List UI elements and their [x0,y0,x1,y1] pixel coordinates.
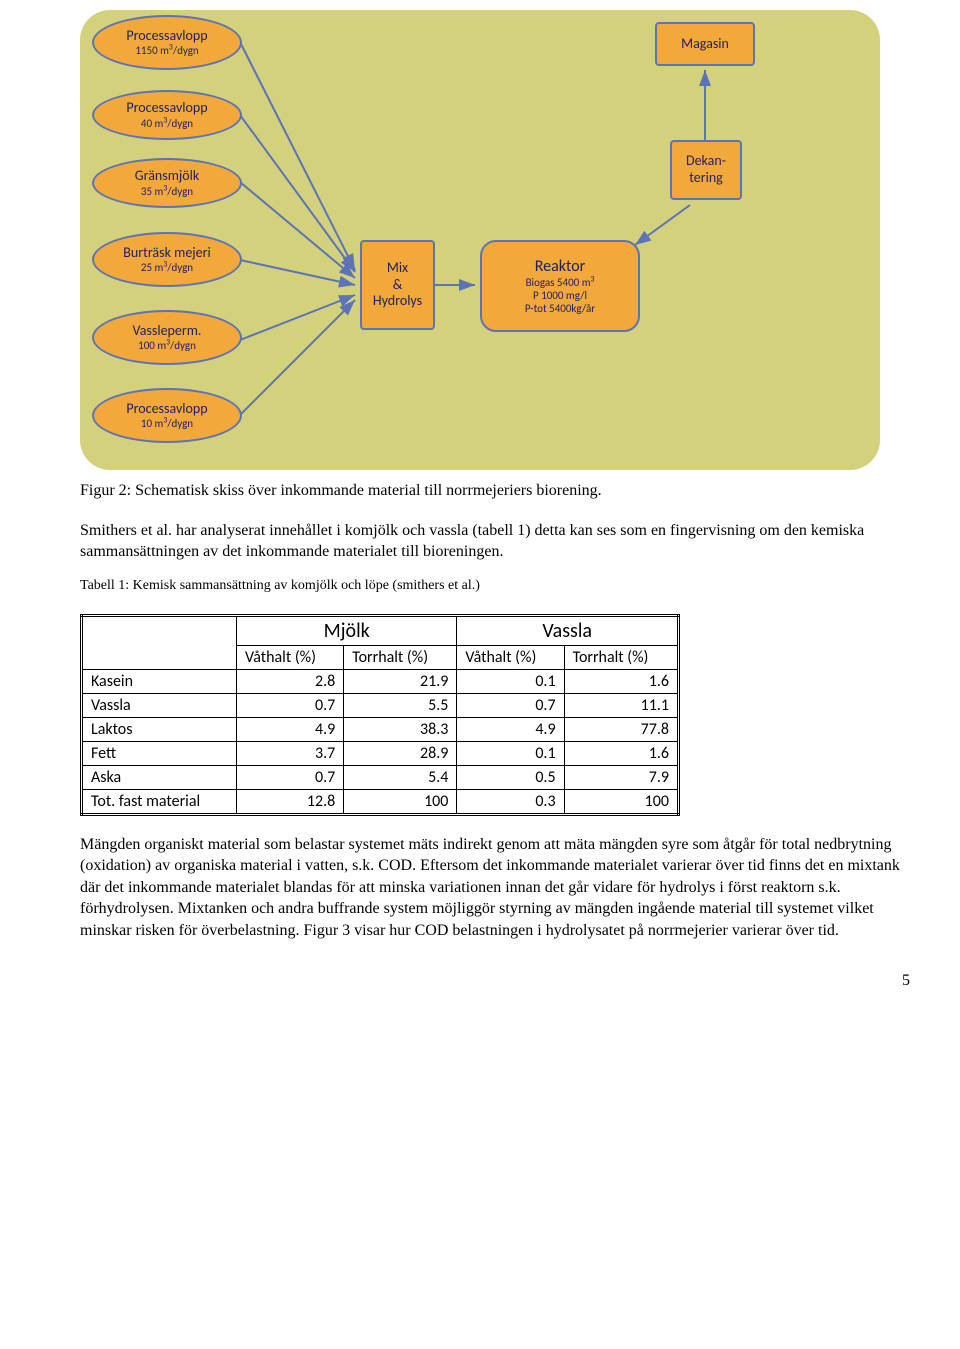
cell-value: 100 [564,789,678,814]
cell-value: 4.9 [237,717,344,741]
node-label: Processavlopp [126,100,207,117]
row-name: Aska [82,765,237,789]
reaktor-title: Reaktor [535,257,585,276]
mix-l3: Hydrolys [373,293,422,310]
mix-l1: Mix [387,260,408,277]
node-label: Processavlopp [126,401,207,418]
input-node-processavlopp-1: Processavlopp 1150 m3/dygn [92,15,242,70]
dek-l1: Dekan- [686,153,726,170]
mix-hydrolys-node: Mix & Hydrolys [360,240,435,330]
cell-value: 12.8 [237,789,344,814]
input-node-vassleperm: Vassleperm. 100 m3/dygn [92,310,242,365]
table-group-mjolk: Mjölk [237,615,457,645]
node-label: Vassleperm. [133,323,202,340]
row-name: Fett [82,741,237,765]
cell-value: 3.7 [237,741,344,765]
node-sub: 25 m3/dygn [141,261,193,274]
figure-caption: Figur 2: Schematisk skiss över inkommand… [80,480,910,502]
cell-value: 1.6 [564,741,678,765]
cell-value: 100 [344,789,457,814]
table-row: Laktos4.938.34.977.8 [82,717,679,741]
composition-table: Mjölk Vassla Våthalt (%) Torrhalt (%) Vå… [80,614,680,816]
cell-value: 5.5 [344,693,457,717]
node-sub: 35 m3/dygn [141,185,193,198]
node-label: Processavlopp [126,28,207,45]
cell-value: 11.1 [564,693,678,717]
col-header: Våthalt (%) [237,645,344,669]
row-name: Vassla [82,693,237,717]
paragraph-2: Mängden organiskt material som belastar … [80,834,910,942]
reaktor-l3: P 1000 mg/l [533,289,587,302]
cell-value: 0.1 [457,741,564,765]
row-name: Kasein [82,669,237,693]
table-caption: Tabell 1: Kemisk sammansättning av komjö… [80,577,910,596]
cell-value: 0.7 [237,765,344,789]
node-label: Burträsk mejeri [123,245,210,262]
process-flow-diagram: Processavlopp 1150 m3/dygn Processavlopp… [80,10,880,470]
row-name: Tot. fast material [82,789,237,814]
cell-value: 2.8 [237,669,344,693]
cell-value: 21.9 [344,669,457,693]
table-row: Fett3.728.90.11.6 [82,741,679,765]
cell-value: 4.9 [457,717,564,741]
magasin-label: Magasin [681,36,729,53]
node-sub: 1150 m3/dygn [135,44,198,57]
paragraph-1: Smithers et al. har analyserat innehålle… [80,520,910,563]
node-sub: 100 m3/dygn [138,339,196,352]
reaktor-l2: Biogas 5400 m3 [526,276,595,289]
dekantering-node: Dekan- tering [670,140,742,200]
cell-value: 0.3 [457,789,564,814]
table-row: Kasein2.821.90.11.6 [82,669,679,693]
cell-value: 28.9 [344,741,457,765]
table-row: Vassla0.75.50.711.1 [82,693,679,717]
dek-l2: tering [689,170,723,187]
node-sub: 40 m3/dygn [141,117,193,130]
cell-value: 0.7 [457,693,564,717]
row-name: Laktos [82,717,237,741]
table-row: Aska0.75.40.57.9 [82,765,679,789]
table-group-vassla: Vassla [457,615,679,645]
input-node-burtrask: Burträsk mejeri 25 m3/dygn [92,232,242,287]
node-sub: 10 m3/dygn [141,417,193,430]
reaktor-node: Reaktor Biogas 5400 m3 P 1000 mg/l P-tot… [480,240,640,332]
node-label: Gränsmjölk [135,168,199,185]
cell-value: 1.6 [564,669,678,693]
cell-value: 5.4 [344,765,457,789]
cell-value: 0.7 [237,693,344,717]
cell-value: 38.3 [344,717,457,741]
col-header: Våthalt (%) [457,645,564,669]
reaktor-l4: P-tot 5400kg/år [525,302,595,315]
page-number: 5 [80,972,910,990]
col-header: Torrhalt (%) [344,645,457,669]
cell-value: 7.9 [564,765,678,789]
input-node-processavlopp-2: Processavlopp 40 m3/dygn [92,90,242,140]
col-header: Torrhalt (%) [564,645,678,669]
mix-l2: & [393,277,403,294]
cell-value: 77.8 [564,717,678,741]
magasin-node: Magasin [655,22,755,66]
cell-value: 0.5 [457,765,564,789]
input-node-gransmjolk: Gränsmjölk 35 m3/dygn [92,158,242,208]
cell-value: 0.1 [457,669,564,693]
table-row: Tot. fast material12.81000.3100 [82,789,679,814]
input-node-processavlopp-3: Processavlopp 10 m3/dygn [92,388,242,443]
